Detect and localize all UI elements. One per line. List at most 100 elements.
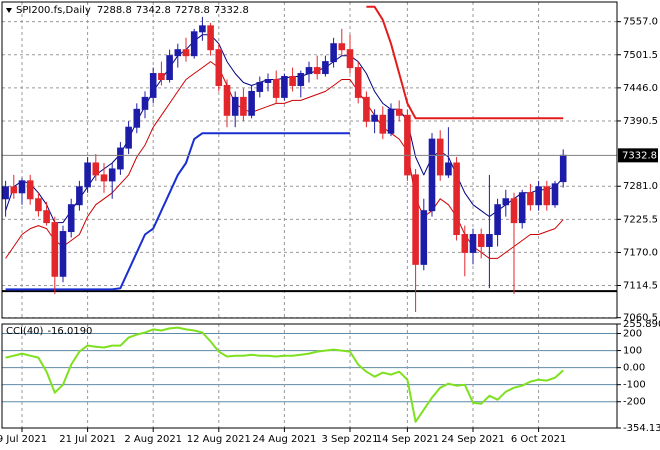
x-tick-label: 2 Aug 2021: [124, 434, 182, 445]
candle-body: [108, 168, 116, 182]
cci-frame: [1, 323, 618, 429]
candle-body: [125, 126, 132, 149]
chart-title: SPI200.fs,Daily 7288.8 7342.8 7278.8 7332.8: [16, 5, 249, 16]
candle-body: [289, 76, 296, 86]
y-tick-label: 7225.5: [623, 214, 658, 225]
cci-tick-label: 255.8902: [623, 319, 660, 330]
x-tick-label: 21 Jul 2021: [59, 434, 116, 445]
candle-body: [2, 186, 9, 200]
candle-body: [313, 67, 321, 75]
price-box: [618, 148, 658, 163]
candle-body: [322, 61, 329, 75]
x-tick-label: 3 Sep 2021: [321, 434, 378, 445]
candle-body: [436, 138, 444, 176]
y-tick-label: 7170.0: [623, 247, 658, 258]
candle-body: [551, 183, 559, 206]
candle-body: [248, 90, 255, 116]
y-tick-label: 7557.0: [623, 17, 658, 28]
candle-body: [43, 210, 50, 224]
candle-body: [76, 186, 83, 206]
candle-body: [502, 198, 510, 206]
candle-body: [223, 84, 231, 116]
candle-body: [354, 67, 362, 98]
cci-tick-label: -100: [623, 380, 646, 391]
title-name: SPI200.fs,Daily: [16, 5, 91, 16]
candle-body: [404, 114, 411, 176]
candle-body: [190, 31, 198, 57]
cci-line: [5, 326, 564, 423]
candle-body: [379, 114, 387, 134]
cci-value: -16.0190: [47, 326, 92, 337]
candle-body: [297, 73, 305, 86]
candle-body: [182, 49, 190, 57]
y-tick-label: 7060.5: [623, 313, 658, 324]
candle-body: [84, 162, 91, 188]
candle-body: [494, 204, 501, 236]
candle-body: [346, 49, 354, 69]
x-tick-label: 24 Sep 2021: [441, 434, 504, 445]
candle-body: [18, 180, 26, 194]
candle-body: [518, 192, 526, 224]
collapse-icon: [6, 8, 12, 13]
candle-body: [428, 138, 436, 212]
candle-body: [395, 108, 403, 116]
candle-body: [412, 174, 419, 265]
candle-body: [174, 49, 182, 57]
candle-body: [100, 174, 108, 182]
candle-body: [281, 76, 288, 98]
candle-body: [67, 204, 75, 233]
candle-body: [338, 43, 346, 51]
candle-body: [445, 162, 452, 176]
x-tick-label: 24 Aug 2021: [252, 434, 316, 445]
candle-body: [207, 25, 214, 51]
candle-body: [35, 198, 42, 212]
title-low: 7278.8: [175, 5, 210, 16]
y-tick-label: 7501.5: [623, 50, 658, 61]
x-tick-label: 14 Sep 2021: [376, 434, 439, 445]
cci-tick-label: -354.135: [623, 423, 660, 434]
candle-body: [272, 79, 280, 98]
grid: [2, 2, 617, 429]
candle-body: [51, 222, 59, 277]
candle-body: [92, 162, 100, 176]
candle-body: [305, 67, 313, 75]
candle-body: [158, 73, 165, 81]
x-tick-label: 12 Aug 2021: [187, 434, 251, 445]
candle-body: [461, 234, 469, 253]
y-tick-label: 7390.5: [623, 116, 658, 127]
candle-body: [199, 25, 206, 33]
candle-body: [510, 198, 518, 224]
candle-body: [264, 79, 272, 83]
x-tick-label: 9 Jul 2021: [0, 434, 47, 445]
candle-body: [453, 162, 460, 236]
candle-body: [363, 96, 370, 122]
title-open: 7288.8: [97, 5, 132, 16]
candle-body: [371, 114, 378, 122]
candle-body: [26, 180, 34, 200]
indicator-line: [5, 132, 350, 291]
candle-body: [486, 234, 493, 247]
candle-body: [543, 186, 551, 206]
title-high: 7342.8: [136, 5, 171, 16]
candle-body: [133, 108, 141, 128]
cci-tick-label: 0.00: [623, 363, 645, 374]
cci-tick-label: 100: [623, 346, 642, 357]
candle-body: [215, 49, 223, 86]
title-close: 7332.8: [214, 5, 249, 16]
candle-body: [330, 43, 337, 63]
main-frame: [1, 1, 618, 319]
candle-body: [527, 192, 534, 206]
cci-tick-label: 200: [623, 329, 642, 340]
candle-body: [10, 186, 18, 194]
candle-body: [141, 96, 149, 110]
candle-body: [256, 81, 264, 92]
candle-body: [166, 55, 173, 81]
cci-name: CCI(40): [6, 326, 44, 337]
marks: [2, 5, 617, 423]
y-tick-label: 7281.0: [623, 181, 658, 192]
candle-body: [149, 73, 157, 98]
cci-title: CCI(40) -16.0190: [6, 326, 92, 337]
price-box-label: 7332.8: [622, 150, 657, 161]
candle-body: [469, 234, 477, 253]
